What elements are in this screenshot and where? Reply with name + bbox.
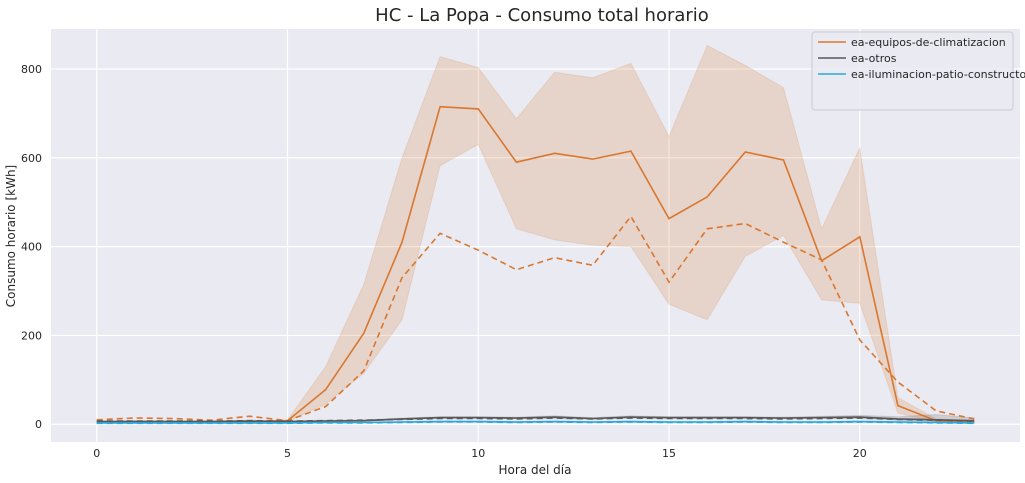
- y-tick-label: 600: [21, 152, 42, 165]
- legend-label-iluminacion: ea-iluminacion-patio-constructor: [851, 68, 1025, 81]
- x-tick-label: 5: [284, 447, 291, 460]
- x-tick-label: 15: [662, 447, 676, 460]
- y-tick-label: 200: [21, 329, 42, 342]
- x-tick-label: 20: [853, 447, 867, 460]
- y-axis-label: Consumo horario [kWh]: [4, 165, 18, 307]
- legend-label-climatizacion: ea-equipos-de-climatizacion: [851, 36, 1006, 49]
- legend: ea-equipos-de-climatizacion ea-otros ea-…: [811, 31, 1025, 111]
- x-tick-label: 10: [471, 447, 485, 460]
- series-dashed-line-1: [96, 417, 975, 422]
- y-tick-label: 800: [21, 63, 42, 76]
- legend-box: [811, 31, 1014, 111]
- x-tick-label: 0: [93, 447, 100, 460]
- y-tick-label: 400: [21, 241, 42, 254]
- x-axis-label: Hora del día: [499, 463, 572, 477]
- series-line-1: [96, 416, 975, 423]
- legend-label-otros: ea-otros: [851, 52, 897, 65]
- series-line-2: [96, 420, 975, 424]
- series-lines: [96, 105, 975, 425]
- y-tick-label: 0: [35, 418, 42, 431]
- chart-title: HC - La Popa - Consumo total horario: [375, 5, 709, 26]
